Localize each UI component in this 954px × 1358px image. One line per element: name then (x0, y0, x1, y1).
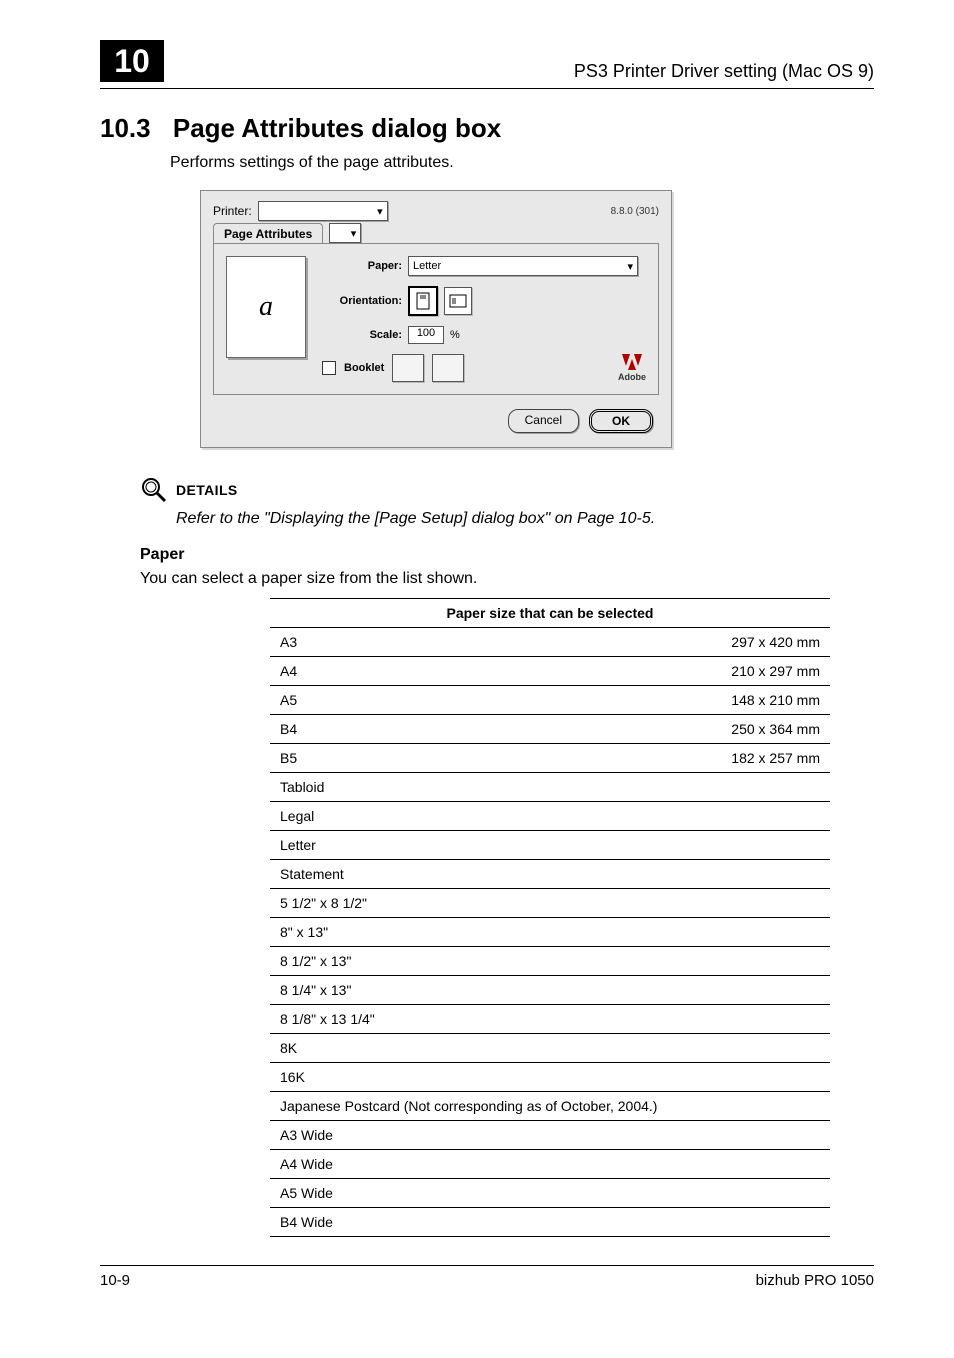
paper-size-table: Paper size that can be selected A3297 x … (270, 598, 830, 1237)
scale-input[interactable]: 100 (408, 326, 444, 344)
cancel-button[interactable]: Cancel (508, 409, 579, 433)
portrait-icon (416, 292, 430, 310)
booklet-layout-right-button[interactable] (432, 354, 464, 382)
page-preview: a (226, 256, 306, 358)
details-heading: DETAILS (176, 476, 238, 498)
chapter-number-box: 10 (100, 40, 164, 82)
paper-name-cell: B4 (270, 715, 413, 744)
dropdown-arrow-icon: ▾ (351, 227, 357, 240)
page-header-title: PS3 Printer Driver setting (Mac OS 9) (574, 61, 874, 82)
table-row: 5 1/2" x 8 1/2" (270, 889, 830, 918)
table-row: Statement (270, 860, 830, 889)
orientation-portrait-button[interactable] (408, 286, 438, 316)
table-row: A4210 x 297 mm (270, 657, 830, 686)
dialog-version: 8.8.0 (301) (611, 206, 659, 217)
adobe-label: Adobe (618, 372, 646, 382)
paper-name-cell: 8 1/8" x 13 1/4" (270, 1005, 830, 1034)
landscape-icon (449, 294, 467, 308)
scale-label: Scale: (322, 329, 402, 341)
table-row: Japanese Postcard (Not corresponding as … (270, 1092, 830, 1121)
table-row: 8 1/2" x 13" (270, 947, 830, 976)
section-title: Page Attributes dialog box (173, 113, 501, 144)
magnifier-icon (140, 476, 168, 504)
chapter-number: 10 (114, 43, 150, 80)
table-row: Tabloid (270, 773, 830, 802)
table-row: 8K (270, 1034, 830, 1063)
paper-dim-cell: 250 x 364 mm (413, 715, 831, 744)
paper-name-cell: A4 Wide (270, 1150, 830, 1179)
dialog-inner-panel: a Paper: Letter ▾ Orientation: (213, 243, 659, 395)
paper-name-cell: 16K (270, 1063, 830, 1092)
table-row: A4 Wide (270, 1150, 830, 1179)
table-row: Legal (270, 802, 830, 831)
printer-label: Printer: (213, 204, 252, 218)
scale-unit: % (450, 329, 460, 341)
ok-button[interactable]: OK (589, 409, 653, 433)
paper-name-cell: Letter (270, 831, 830, 860)
paper-name-cell: 8" x 13" (270, 918, 830, 947)
paper-name-cell: Statement (270, 860, 830, 889)
paper-name-cell: Legal (270, 802, 830, 831)
panel-dropdown[interactable]: ▾ (329, 223, 361, 243)
paper-description: You can select a paper size from the lis… (140, 570, 874, 588)
paper-heading: Paper (140, 546, 874, 564)
paper-name-cell: Japanese Postcard (Not corresponding as … (270, 1092, 830, 1121)
paper-name-cell: 8 1/2" x 13" (270, 947, 830, 976)
adobe-logo-icon (622, 354, 642, 370)
paper-name-cell: A3 (270, 628, 413, 657)
paper-name-cell: B4 Wide (270, 1208, 830, 1237)
table-row: A3 Wide (270, 1121, 830, 1150)
paper-name-cell: A3 Wide (270, 1121, 830, 1150)
table-row: A5148 x 210 mm (270, 686, 830, 715)
booklet-checkbox[interactable] (322, 361, 336, 375)
paper-name-cell: B5 (270, 744, 413, 773)
paper-dim-cell: 297 x 420 mm (413, 628, 831, 657)
table-row: Letter (270, 831, 830, 860)
paper-label: Paper: (322, 260, 402, 272)
table-row: A5 Wide (270, 1179, 830, 1208)
dialog-figure: Printer: ▾ 8.8.0 (301) Page Attributes ▾… (200, 190, 874, 448)
page-attributes-dialog: Printer: ▾ 8.8.0 (301) Page Attributes ▾… (200, 190, 672, 448)
booklet-layout-left-button[interactable] (392, 354, 424, 382)
orientation-label: Orientation: (322, 295, 402, 307)
paper-dim-cell: 210 x 297 mm (413, 657, 831, 686)
table-row: 16K (270, 1063, 830, 1092)
table-row: 8 1/8" x 13 1/4" (270, 1005, 830, 1034)
dropdown-arrow-icon: ▾ (627, 260, 633, 273)
table-row: A3297 x 420 mm (270, 628, 830, 657)
table-row: 8 1/4" x 13" (270, 976, 830, 1005)
paper-name-cell: 8 1/4" x 13" (270, 976, 830, 1005)
table-row: 8" x 13" (270, 918, 830, 947)
section-subtitle: Performs settings of the page attributes… (170, 154, 874, 172)
printer-dropdown[interactable]: ▾ (258, 201, 388, 221)
page-footer: 10-9 bizhub PRO 1050 (100, 1265, 874, 1289)
preview-glyph: a (259, 291, 273, 323)
footer-page-number: 10-9 (100, 1272, 130, 1289)
paper-name-cell: A4 (270, 657, 413, 686)
orientation-landscape-button[interactable] (444, 287, 472, 315)
paper-name-cell: 5 1/2" x 8 1/2" (270, 889, 830, 918)
table-row: B4 Wide (270, 1208, 830, 1237)
details-text: Refer to the "Displaying the [Page Setup… (176, 510, 874, 528)
paper-name-cell: Tabloid (270, 773, 830, 802)
paper-name-cell: A5 (270, 686, 413, 715)
table-row: B5182 x 257 mm (270, 744, 830, 773)
table-header: Paper size that can be selected (270, 599, 830, 628)
section-number: 10.3 (100, 113, 151, 144)
details-callout: DETAILS (140, 476, 874, 504)
paper-dropdown[interactable]: Letter ▾ (408, 256, 638, 276)
panel-tab-label: Page Attributes (213, 223, 323, 243)
dropdown-arrow-icon: ▾ (377, 205, 383, 218)
page-header: 10 PS3 Printer Driver setting (Mac OS 9) (100, 40, 874, 89)
paper-dim-cell: 182 x 257 mm (413, 744, 831, 773)
paper-value: Letter (413, 260, 441, 272)
section-heading: 10.3 Page Attributes dialog box (100, 113, 874, 144)
paper-name-cell: A5 Wide (270, 1179, 830, 1208)
adobe-badge: Adobe (618, 354, 646, 382)
footer-product: bizhub PRO 1050 (756, 1272, 874, 1289)
paper-name-cell: 8K (270, 1034, 830, 1063)
paper-dim-cell: 148 x 210 mm (413, 686, 831, 715)
table-row: B4250 x 364 mm (270, 715, 830, 744)
booklet-label: Booklet (344, 362, 384, 374)
